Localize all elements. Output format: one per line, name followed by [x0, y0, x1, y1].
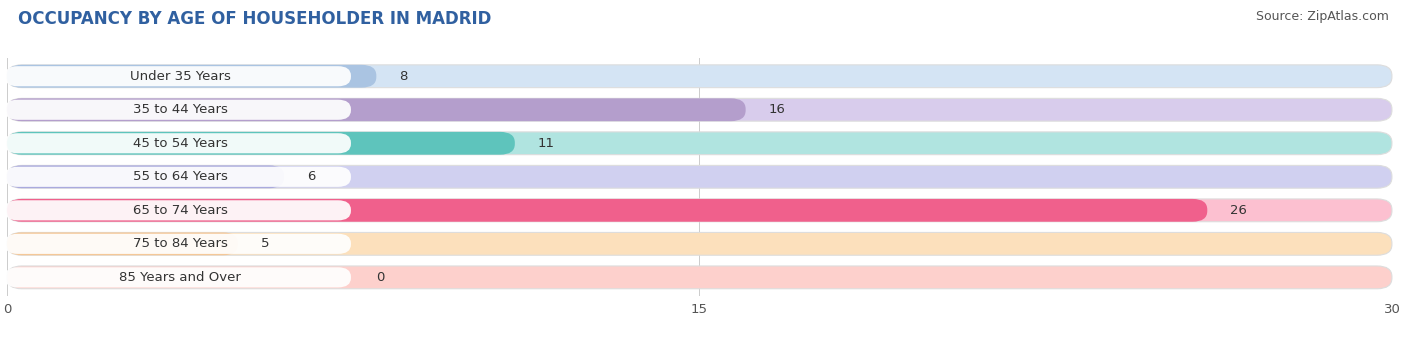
Text: OCCUPANCY BY AGE OF HOUSEHOLDER IN MADRID: OCCUPANCY BY AGE OF HOUSEHOLDER IN MADRI… — [18, 10, 492, 28]
Text: 6: 6 — [307, 170, 315, 183]
Text: 35 to 44 Years: 35 to 44 Years — [132, 103, 228, 116]
FancyBboxPatch shape — [4, 267, 352, 287]
Text: 11: 11 — [538, 137, 555, 150]
FancyBboxPatch shape — [4, 200, 352, 220]
FancyBboxPatch shape — [7, 165, 284, 188]
FancyBboxPatch shape — [7, 199, 1208, 222]
Text: 8: 8 — [399, 70, 408, 83]
Text: Source: ZipAtlas.com: Source: ZipAtlas.com — [1256, 10, 1389, 23]
Text: 75 to 84 Years: 75 to 84 Years — [132, 237, 228, 250]
FancyBboxPatch shape — [7, 233, 1392, 255]
FancyBboxPatch shape — [4, 133, 352, 153]
Text: 55 to 64 Years: 55 to 64 Years — [132, 170, 228, 183]
Text: 5: 5 — [262, 237, 270, 250]
FancyBboxPatch shape — [7, 65, 377, 88]
Text: 16: 16 — [769, 103, 786, 116]
FancyBboxPatch shape — [7, 98, 745, 121]
Text: 45 to 54 Years: 45 to 54 Years — [132, 137, 228, 150]
Text: 65 to 74 Years: 65 to 74 Years — [132, 204, 228, 217]
FancyBboxPatch shape — [7, 165, 1392, 188]
FancyBboxPatch shape — [4, 234, 352, 254]
FancyBboxPatch shape — [4, 66, 352, 86]
FancyBboxPatch shape — [7, 132, 515, 155]
FancyBboxPatch shape — [7, 98, 1392, 121]
FancyBboxPatch shape — [7, 266, 1392, 289]
Text: 85 Years and Over: 85 Years and Over — [120, 271, 240, 284]
Text: Under 35 Years: Under 35 Years — [129, 70, 231, 83]
FancyBboxPatch shape — [7, 65, 1392, 88]
Text: 26: 26 — [1230, 204, 1247, 217]
FancyBboxPatch shape — [7, 233, 238, 255]
Text: 0: 0 — [377, 271, 385, 284]
FancyBboxPatch shape — [7, 132, 1392, 155]
FancyBboxPatch shape — [7, 199, 1392, 222]
FancyBboxPatch shape — [4, 100, 352, 120]
FancyBboxPatch shape — [4, 167, 352, 187]
